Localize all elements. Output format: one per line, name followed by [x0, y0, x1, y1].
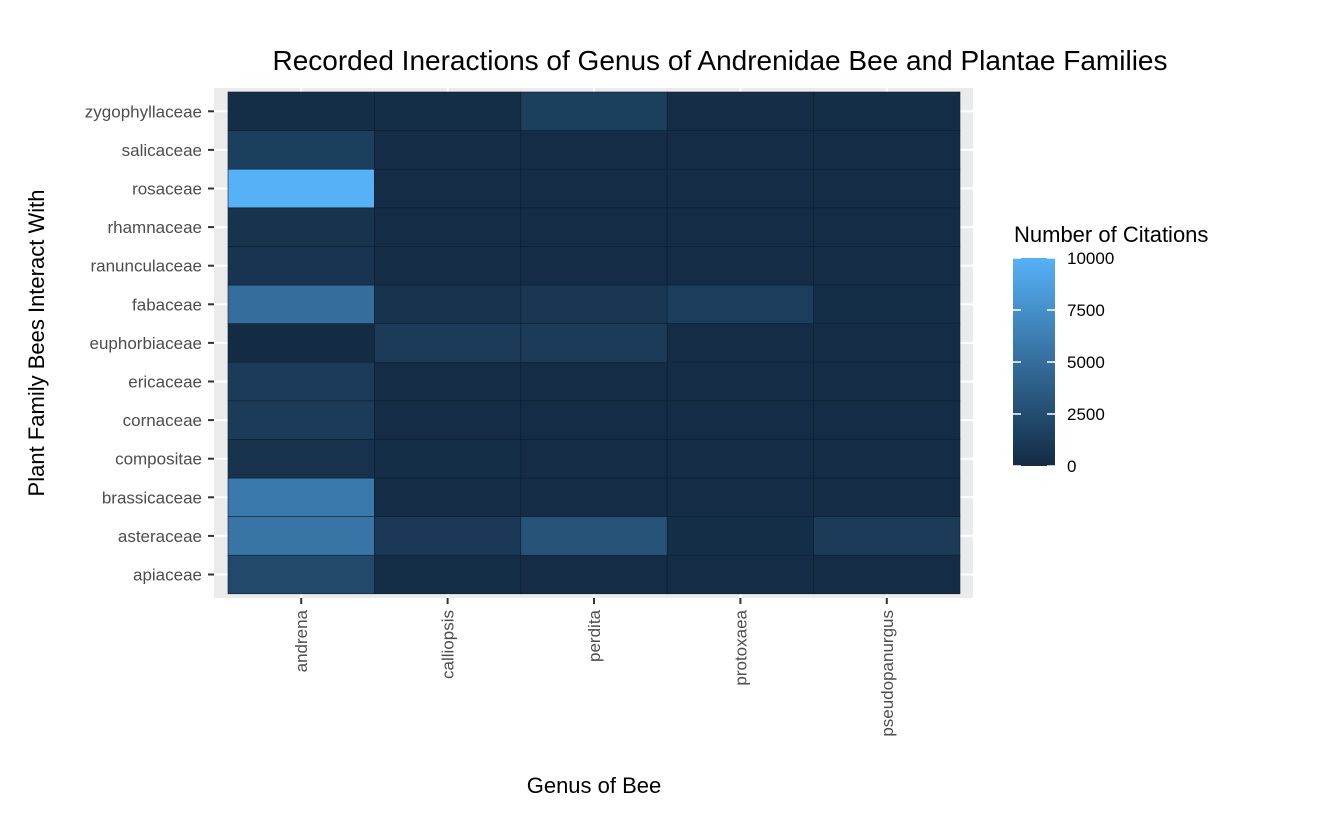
legend-tick-label: 5000	[1067, 353, 1105, 372]
legend: Number of Citations 0 2500 5000 7500 10000	[1013, 222, 1208, 476]
y-tick-label-rosaceae: rosaceae	[132, 180, 202, 199]
heatmap-tile-compositae-perdita	[520, 439, 668, 479]
heatmap-tile-zygophyllaceae-protoxaea	[666, 91, 814, 131]
x-tick-label-calliopsis: calliopsis	[439, 610, 458, 679]
legend-tick-label: 7500	[1067, 301, 1105, 320]
y-tick-label-zygophyllaceae: zygophyllaceae	[85, 102, 202, 121]
x-tick-label-perdita: perdita	[585, 609, 604, 662]
x-tick-label-pseudopanurgus: pseudopanurgus	[878, 610, 897, 737]
heatmap-tile-euphorbiaceae-calliopsis	[374, 323, 522, 363]
heatmap-tile-apiaceae-pseudopanurgus	[813, 554, 961, 595]
heatmap-tile-cornaceae-calliopsis	[374, 400, 522, 440]
heatmap-tile-rhamnaceae-andrena	[227, 207, 375, 247]
y-axis-title: Plant Family Bees Interact With	[24, 190, 49, 497]
heatmap-tile-ranunculaceae-perdita	[520, 246, 668, 286]
heatmap-tile-compositae-pseudopanurgus	[813, 439, 961, 479]
heatmap-tile-cornaceae-protoxaea	[666, 400, 814, 440]
heatmap-tile-ericaceae-calliopsis	[374, 361, 522, 402]
heatmap-tile-ericaceae-andrena	[227, 361, 375, 402]
heatmap-tile-rosaceae-calliopsis	[374, 168, 522, 209]
y-tick-label-compositae: compositae	[115, 450, 202, 469]
heatmap-tile-zygophyllaceae-perdita	[520, 91, 668, 131]
legend-ticks: 0 2500 5000 7500 10000	[1013, 249, 1114, 476]
y-tick-label-ericaceae: ericaceae	[128, 373, 202, 392]
heatmap-tile-compositae-andrena	[227, 439, 375, 479]
heatmap-tile-fabaceae-perdita	[520, 284, 668, 324]
heatmap-tile-rosaceae-pseudopanurgus	[813, 168, 961, 209]
heatmap-tile-ranunculaceae-protoxaea	[666, 246, 814, 286]
heatmap-tile-salicaceae-andrena	[227, 130, 375, 170]
heatmap-tile-zygophyllaceae-pseudopanurgus	[813, 91, 961, 131]
heatmap-tile-euphorbiaceae-perdita	[520, 323, 668, 363]
heatmap-tile-ranunculaceae-andrena	[227, 246, 375, 286]
heatmap-tile-apiaceae-protoxaea	[666, 554, 814, 595]
heatmap-tile-ericaceae-pseudopanurgus	[813, 361, 961, 402]
heatmap-tile-fabaceae-protoxaea	[666, 284, 814, 324]
heatmap-tile-cornaceae-perdita	[520, 400, 668, 440]
heatmap-tile-asteraceae-calliopsis	[374, 516, 522, 556]
y-tick-label-rhamnaceae: rhamnaceae	[107, 218, 202, 237]
y-tick-label-euphorbiaceae: euphorbiaceae	[90, 334, 202, 353]
x-axis-title: Genus of Bee	[527, 773, 662, 798]
heatmap-tile-rhamnaceae-calliopsis	[374, 207, 522, 247]
y-tick-label-apiaceae: apiaceae	[133, 566, 202, 585]
y-tick-label-ranunculaceae: ranunculaceae	[90, 257, 202, 276]
heatmap-tile-rhamnaceae-pseudopanurgus	[813, 207, 961, 247]
heatmap-tile-rosaceae-protoxaea	[666, 168, 814, 209]
heatmap-tile-asteraceae-andrena	[227, 516, 375, 556]
heatmap-tile-cornaceae-andrena	[227, 400, 375, 440]
legend-tick-label: 0	[1067, 457, 1076, 476]
heatmap-tile-rosaceae-andrena	[227, 168, 375, 209]
heatmap-tile-brassicaceae-calliopsis	[374, 477, 522, 517]
x-tick-label-protoxaea: protoxaea	[731, 609, 750, 685]
heatmap-tile-euphorbiaceae-pseudopanurgus	[813, 323, 961, 363]
heatmap-tile-apiaceae-andrena	[227, 554, 375, 595]
heatmap-tile-apiaceae-perdita	[520, 554, 668, 595]
heatmap-tile-euphorbiaceae-andrena	[227, 323, 375, 363]
heatmap-tile-compositae-protoxaea	[666, 439, 814, 479]
heatmap-tile-salicaceae-protoxaea	[666, 130, 814, 170]
heatmap-tiles	[227, 91, 961, 595]
heatmap-tile-brassicaceae-andrena	[227, 477, 375, 517]
heatmap-tile-compositae-calliopsis	[374, 439, 522, 479]
y-tick-label-salicaceae: salicaceae	[122, 141, 202, 160]
heatmap-tile-brassicaceae-protoxaea	[666, 477, 814, 517]
heatmap-tile-rosaceae-perdita	[520, 168, 668, 209]
heatmap-tile-salicaceae-perdita	[520, 130, 668, 170]
heatmap-tile-ericaceae-protoxaea	[666, 361, 814, 402]
heatmap-tile-asteraceae-pseudopanurgus	[813, 516, 961, 556]
heatmap-tile-zygophyllaceae-calliopsis	[374, 91, 522, 131]
x-axis: andrena calliopsis perdita protoxaea pseudop…	[292, 598, 897, 737]
heatmap-tile-ranunculaceae-pseudopanurgus	[813, 246, 961, 286]
heatmap-tile-asteraceae-protoxaea	[666, 516, 814, 556]
heatmap-tile-fabaceae-calliopsis	[374, 284, 522, 324]
legend-title: Number of Citations	[1014, 222, 1208, 247]
heatmap-tile-rhamnaceae-protoxaea	[666, 207, 814, 247]
heatmap-tile-rhamnaceae-perdita	[520, 207, 668, 247]
x-tick-label-andrena: andrena	[292, 609, 311, 672]
heatmap-tile-zygophyllaceae-andrena	[227, 91, 375, 131]
heatmap-tile-asteraceae-perdita	[520, 516, 668, 556]
y-tick-label-cornaceae: cornaceae	[123, 411, 202, 430]
heatmap-tile-apiaceae-calliopsis	[374, 554, 522, 595]
heatmap-tile-ericaceae-perdita	[520, 361, 668, 402]
y-tick-label-brassicaceae: brassicaceae	[102, 488, 202, 507]
heatmap-tile-ranunculaceae-calliopsis	[374, 246, 522, 286]
legend-tick-label: 2500	[1067, 405, 1105, 424]
heatmap-tile-brassicaceae-perdita	[520, 477, 668, 517]
y-axis: apiaceae asteraceae brassicaceae compositae…	[85, 102, 214, 585]
heatmap-tile-brassicaceae-pseudopanurgus	[813, 477, 961, 517]
legend-tick-label: 10000	[1067, 249, 1114, 268]
y-tick-label-fabaceae: fabaceae	[132, 295, 202, 314]
y-tick-label-asteraceae: asteraceae	[118, 527, 202, 546]
heatmap-tile-salicaceae-pseudopanurgus	[813, 130, 961, 170]
heatmap-tile-salicaceae-calliopsis	[374, 130, 522, 170]
chart-title: Recorded Ineractions of Genus of Andreni…	[272, 45, 1167, 76]
heatmap-tile-fabaceae-andrena	[227, 284, 375, 324]
heatmap-tile-euphorbiaceae-protoxaea	[666, 323, 814, 363]
heatmap-tile-cornaceae-pseudopanurgus	[813, 400, 961, 440]
heatmap-tile-fabaceae-pseudopanurgus	[813, 284, 961, 324]
